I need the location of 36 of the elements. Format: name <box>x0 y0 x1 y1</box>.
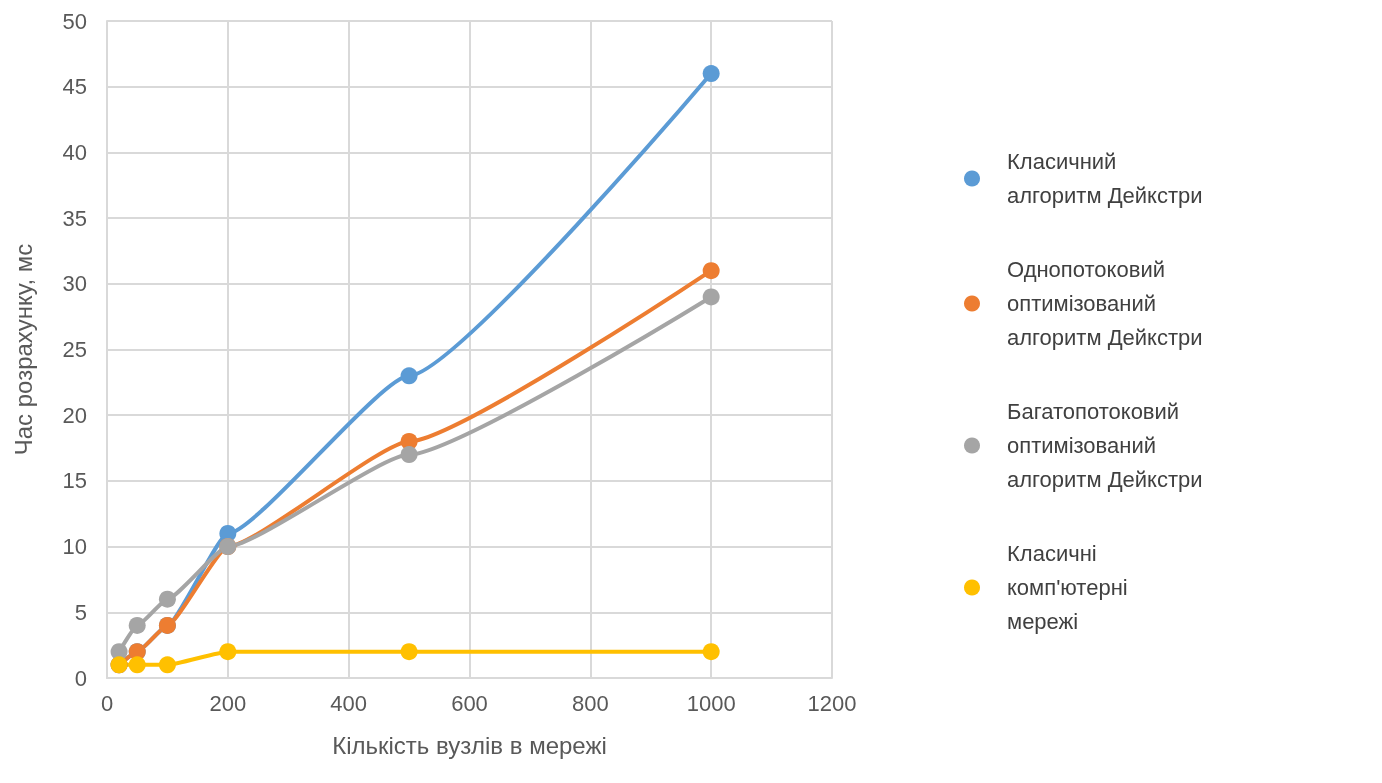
x-tick-label: 200 <box>209 690 247 716</box>
x-tick-label: 600 <box>451 690 488 716</box>
point <box>158 656 176 674</box>
y-tick-label: 25 <box>62 337 87 362</box>
legend-label: Багатопотоковий оптимізований алгоритм Дейкстри <box>1007 399 1203 492</box>
y-tick-label: 0 <box>74 665 87 691</box>
x-tick-label: 0 <box>100 690 114 716</box>
point <box>702 288 720 306</box>
point <box>702 65 720 83</box>
y-tick-label: 35 <box>62 205 87 231</box>
point <box>400 367 418 385</box>
y-tick-label: 45 <box>62 74 87 100</box>
y-tick-label: 30 <box>62 271 87 297</box>
legend-label: Класичні комп'ютерні мережі <box>1007 541 1134 634</box>
legend-label: Однопотоковий оптимізований алгоритм Дейкстри <box>1007 257 1203 350</box>
x-axis-title: Кількість вузлів в мережі <box>332 731 607 759</box>
point <box>158 590 176 608</box>
x-tick-label: 800 <box>571 690 609 716</box>
y-tick-label: 40 <box>62 139 87 165</box>
y-tick-label: 20 <box>62 402 87 428</box>
point <box>702 643 720 661</box>
x-tick-label: 1000 <box>686 690 736 716</box>
point <box>128 616 146 634</box>
point <box>400 446 418 464</box>
point <box>400 643 418 661</box>
y-tick-label: 5 <box>74 599 87 625</box>
legend-label: Класичний алгоритм Дейкстри <box>1007 149 1203 208</box>
y-tick-label: 10 <box>62 534 87 560</box>
point <box>128 656 146 674</box>
y-axis-title: Час розрахунку, мс <box>9 243 37 456</box>
y-tick-label: 15 <box>62 468 87 494</box>
point <box>219 643 237 661</box>
point <box>702 262 720 280</box>
x-tick-label: 1200 <box>807 690 857 716</box>
y-tick-label: 50 <box>62 8 87 34</box>
x-tick-label: 400 <box>330 690 368 716</box>
